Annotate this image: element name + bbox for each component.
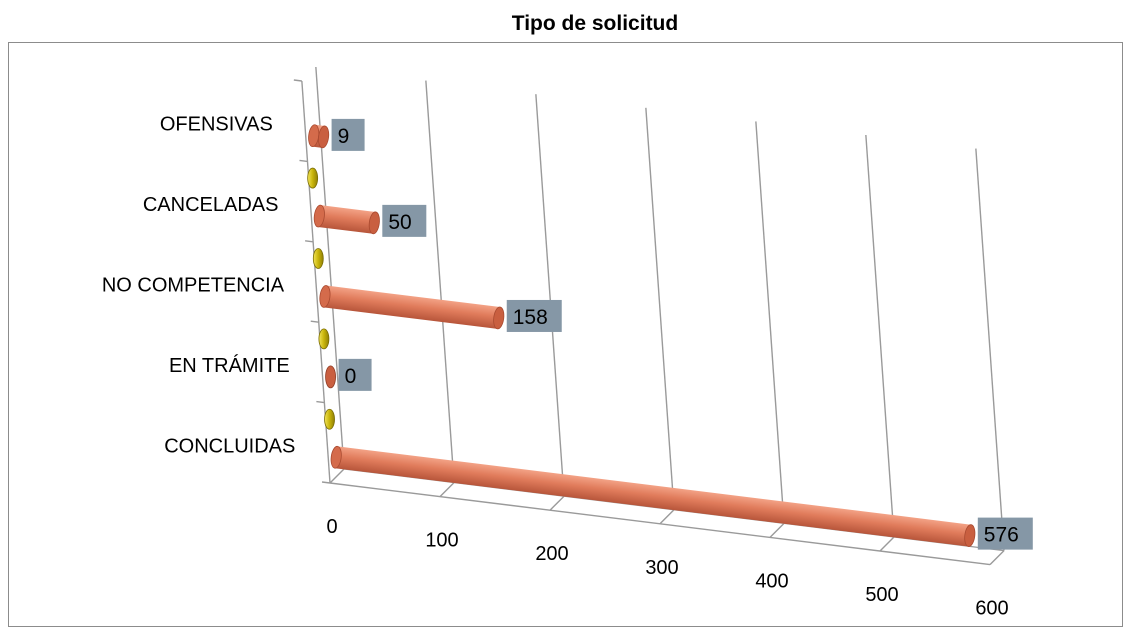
svg-text:9: 9 (338, 125, 350, 148)
bar-concluidas (330, 445, 976, 547)
x-tick-label-200: 200 (535, 543, 568, 565)
bars (307, 124, 976, 547)
y-tick-mark (299, 159, 308, 163)
bar-secondary-no-competencia (312, 248, 324, 269)
y-tick-mark (293, 79, 302, 82)
bar-no-competencia (319, 285, 505, 330)
data-label-no-competencia: 158 (506, 299, 562, 332)
category-label-no-competencia: NO COMPETENCIA (102, 274, 285, 296)
x-tick-label-0: 0 (326, 516, 337, 538)
x-tick-mark-600 (989, 550, 1005, 566)
svg-text:576: 576 (984, 524, 1019, 547)
gridline-600 (975, 148, 1005, 551)
bar-secondary-concluidas (324, 408, 335, 430)
x-tick-label-600: 600 (975, 598, 1008, 620)
data-label-ofensivas: 9 (331, 118, 365, 151)
bar-en-tramite (325, 365, 336, 389)
x-tick-mark-400 (769, 522, 785, 538)
svg-text:158: 158 (513, 306, 548, 329)
gridline-500 (865, 134, 895, 538)
gridline-400 (755, 121, 785, 524)
gridline-100 (425, 80, 455, 483)
data-label-canceladas: 50 (382, 204, 427, 237)
y-tick-mark (310, 320, 319, 323)
bar-canceladas (313, 204, 380, 235)
data-label-concluidas: 576 (977, 517, 1033, 550)
y-tick-mark (305, 240, 314, 243)
chart-title: Tipo de solicitud (511, 12, 679, 35)
bar-ofensivas (308, 124, 330, 149)
svg-text:50: 50 (388, 211, 411, 234)
y-tick-mark (321, 481, 331, 484)
tick-labels: 0 100 200 300 400 500 600 (326, 516, 1008, 620)
x-tick-mark-500 (879, 536, 895, 552)
x-tick-mark-200 (549, 495, 565, 511)
y-tick-mark (316, 400, 325, 404)
gridlines (315, 66, 1005, 551)
category-label-canceladas: CANCELADAS (143, 194, 279, 216)
x-tick-mark-100 (439, 482, 455, 498)
bar-secondary-canceladas (307, 167, 319, 189)
x-tick-mark-0 (329, 468, 345, 484)
gridline-300 (645, 107, 675, 510)
x-axis-line (329, 482, 991, 566)
category-label-concluidas: CONCLUIDAS (164, 435, 295, 457)
data-labels: 9 50 158 0 576 (331, 118, 1033, 550)
chart-frame (8, 42, 1123, 627)
x-tick-label-400: 400 (755, 570, 788, 592)
category-label-ofensivas: OFENSIVAS (160, 114, 273, 136)
data-label-en-tramite: 0 (338, 358, 372, 391)
svg-text:0: 0 (345, 365, 357, 388)
x-tick-label-100: 100 (425, 530, 458, 552)
gridline-200 (535, 94, 565, 497)
x-tick-mark-300 (659, 509, 675, 525)
bar-secondary-en-tramite (318, 328, 330, 350)
category-label-en-tramite: EN TRÁMITE (169, 354, 290, 377)
category-labels: OFENSIVAS CANCELADAS NO COMPETENCIA EN TRÁM… (102, 114, 296, 458)
x-tick-label-500: 500 (865, 584, 898, 606)
x-tick-label-300: 300 (645, 557, 678, 579)
